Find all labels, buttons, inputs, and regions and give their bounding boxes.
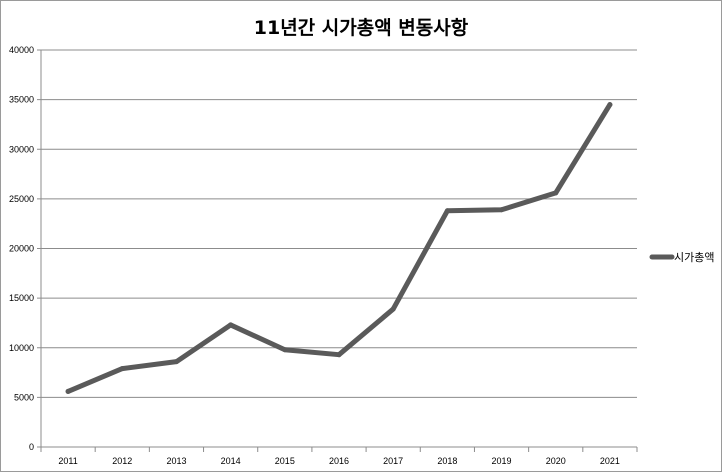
y-tick-label: 40000 [9,45,34,55]
data-point [553,190,559,196]
x-tick-label: 2018 [437,456,457,466]
y-tick-label: 30000 [9,144,34,154]
data-point [607,102,613,108]
data-point [336,352,342,358]
x-tick-label: 2013 [166,456,186,466]
data-point [65,388,71,394]
y-tick-label: 10000 [9,343,34,353]
data-point [444,208,450,214]
y-tick-label: 0 [29,442,34,452]
x-tick-label: 2015 [275,456,295,466]
y-tick-label: 5000 [14,392,34,402]
x-tick-label: 2014 [221,456,241,466]
x-tick-label: 2020 [546,456,566,466]
x-tick-label: 2016 [329,456,349,466]
data-point [228,322,234,328]
chart-title: 11년간 시가총액 변동사항 [253,17,469,39]
x-tick-label: 2017 [383,456,403,466]
y-tick-label: 35000 [9,95,34,105]
data-point [390,306,396,312]
x-tick-label: 2021 [600,456,620,466]
y-tick-label: 25000 [9,194,34,204]
x-tick-label: 2019 [492,456,512,466]
data-point [499,207,505,213]
data-point [119,366,125,372]
data-point [282,347,288,353]
y-tick-label: 15000 [9,293,34,303]
x-tick-label: 2011 [58,456,77,466]
data-point [173,359,179,365]
y-tick-label: 20000 [9,244,34,254]
x-tick-label: 2012 [112,456,132,466]
legend-label: 시가총액 [674,251,714,264]
